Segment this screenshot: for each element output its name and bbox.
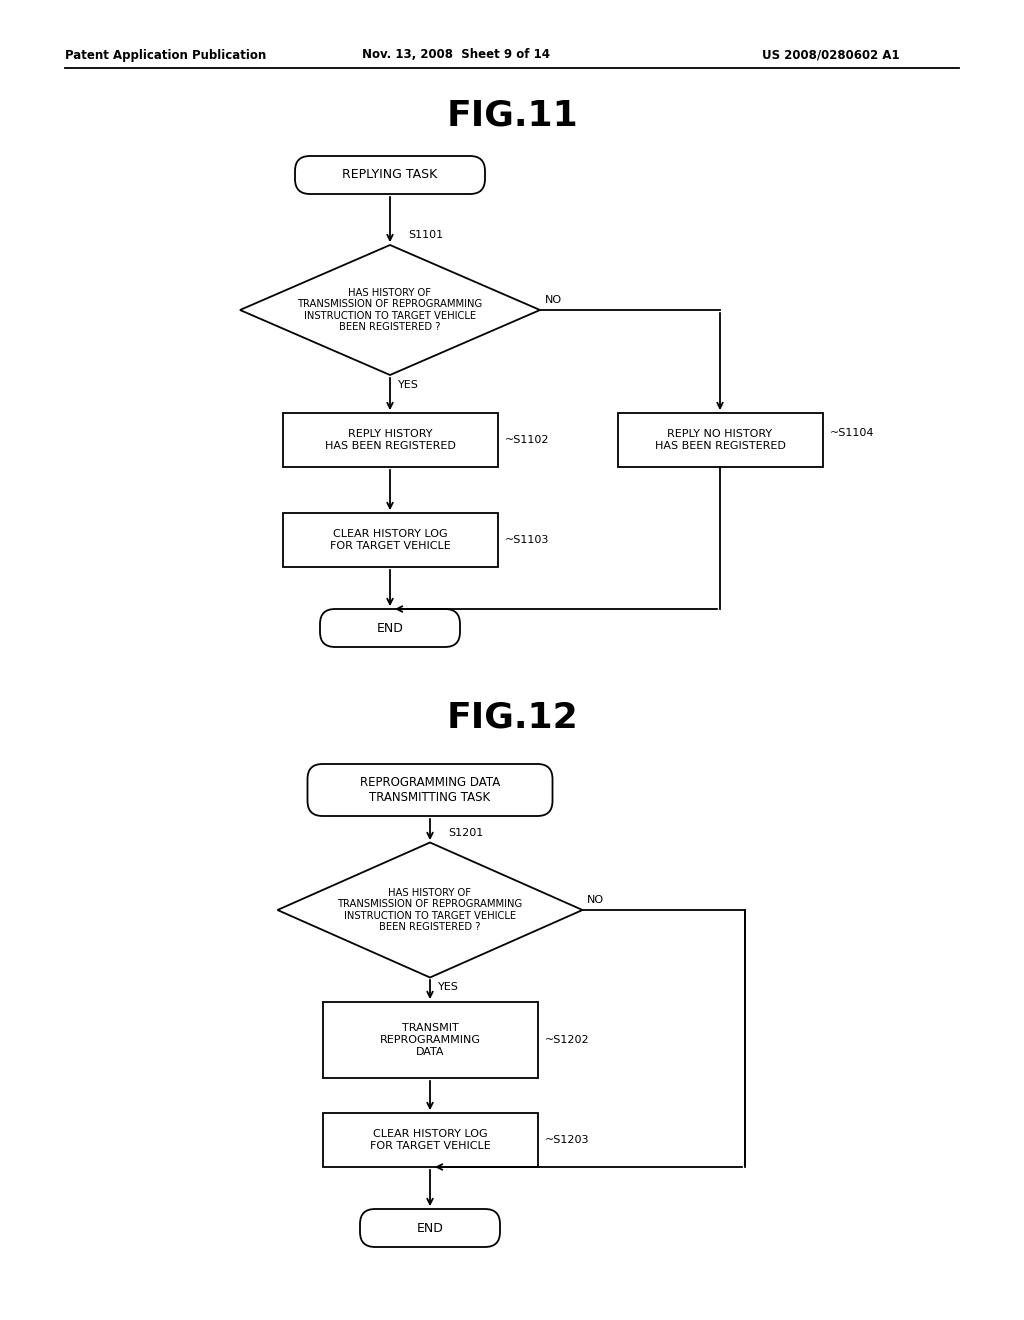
- Text: CLEAR HISTORY LOG
FOR TARGET VEHICLE: CLEAR HISTORY LOG FOR TARGET VEHICLE: [330, 529, 451, 550]
- FancyBboxPatch shape: [307, 764, 553, 816]
- Text: YES: YES: [398, 380, 419, 389]
- Text: END: END: [377, 622, 403, 635]
- Text: NO: NO: [587, 895, 604, 906]
- Text: ~S1203: ~S1203: [545, 1135, 590, 1144]
- Bar: [283, 413, 498, 467]
- Text: S1201: S1201: [449, 828, 483, 838]
- Text: CLEAR HISTORY LOG
FOR TARGET VEHICLE: CLEAR HISTORY LOG FOR TARGET VEHICLE: [370, 1129, 490, 1151]
- Text: HAS HISTORY OF
TRANSMISSION OF REPROGRAMMING
INSTRUCTION TO TARGET VEHICLE
BEEN : HAS HISTORY OF TRANSMISSION OF REPROGRAM…: [337, 887, 522, 932]
- Text: ~S1202: ~S1202: [545, 1035, 590, 1045]
- Text: YES: YES: [438, 982, 459, 993]
- Text: ~S1103: ~S1103: [505, 535, 549, 545]
- FancyBboxPatch shape: [319, 609, 460, 647]
- Text: REPLYING TASK: REPLYING TASK: [342, 169, 437, 181]
- Text: REPROGRAMMING DATA
TRANSMITTING TASK: REPROGRAMMING DATA TRANSMITTING TASK: [359, 776, 500, 804]
- Bar: [323, 1002, 538, 1078]
- Bar: [323, 1113, 538, 1167]
- Text: HAS HISTORY OF
TRANSMISSION OF REPROGRAMMING
INSTRUCTION TO TARGET VEHICLE
BEEN : HAS HISTORY OF TRANSMISSION OF REPROGRAM…: [297, 288, 482, 333]
- Bar: [283, 513, 498, 568]
- FancyBboxPatch shape: [295, 156, 485, 194]
- Text: REPLY HISTORY
HAS BEEN REGISTERED: REPLY HISTORY HAS BEEN REGISTERED: [325, 429, 456, 451]
- Text: NO: NO: [545, 294, 562, 305]
- Text: ~S1104: ~S1104: [830, 428, 874, 438]
- Bar: [617, 413, 822, 467]
- Polygon shape: [278, 842, 583, 978]
- Text: REPLY NO HISTORY
HAS BEEN REGISTERED: REPLY NO HISTORY HAS BEEN REGISTERED: [654, 429, 785, 451]
- Text: S1101: S1101: [408, 230, 443, 240]
- Text: FIG.11: FIG.11: [446, 98, 578, 132]
- Text: Nov. 13, 2008  Sheet 9 of 14: Nov. 13, 2008 Sheet 9 of 14: [362, 49, 550, 62]
- Text: US 2008/0280602 A1: US 2008/0280602 A1: [762, 49, 900, 62]
- Polygon shape: [240, 246, 540, 375]
- Text: ~S1102: ~S1102: [505, 436, 550, 445]
- Text: Patent Application Publication: Patent Application Publication: [65, 49, 266, 62]
- FancyBboxPatch shape: [360, 1209, 500, 1247]
- Text: FIG.12: FIG.12: [446, 701, 578, 735]
- Text: END: END: [417, 1221, 443, 1234]
- Text: TRANSMIT
REPROGRAMMING
DATA: TRANSMIT REPROGRAMMING DATA: [380, 1023, 480, 1056]
